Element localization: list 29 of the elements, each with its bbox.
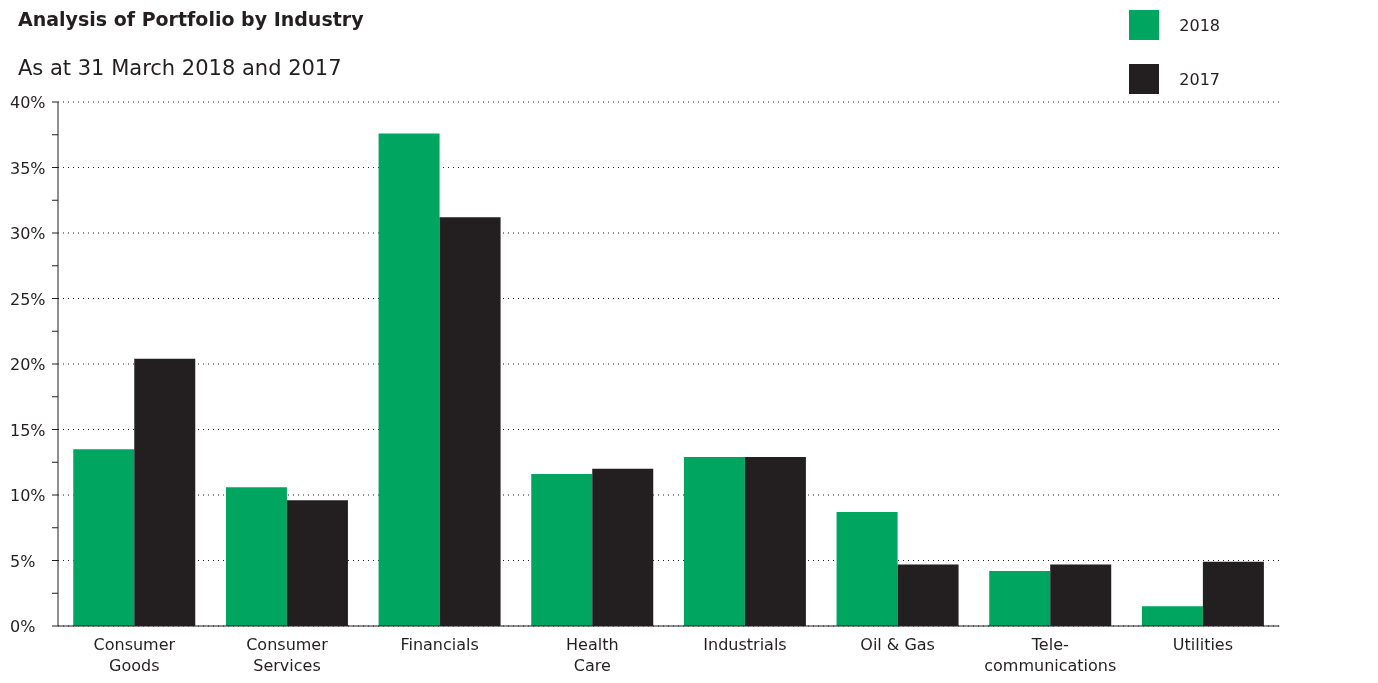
y-tick-label: 40% [10,93,46,112]
y-tick-label: 10% [10,486,46,505]
bar [683,457,745,626]
y-tick-label: 5% [10,551,36,571]
y-tick-label: 25% [10,289,46,309]
x-tick-label: Consumer Goods [93,635,176,675]
y-tick-label: 35% [10,158,46,178]
x-tick-label: Consumer Services [246,635,329,675]
bar [531,474,593,626]
bar [73,449,135,626]
bar [378,133,440,626]
bar [225,487,287,626]
x-tick-label: Tele- communications [984,635,1117,675]
bar [836,512,898,626]
bar [989,570,1051,626]
x-tick-label: Oil & Gas [860,635,935,654]
y-tick-label: 0% [10,617,36,636]
x-tick-label: Utilities [1172,635,1234,654]
legend-label: 2017 [1179,69,1220,89]
x-tick-label: Industrials [703,635,787,654]
y-tick-label: 15% [10,420,46,440]
legend-label: 2018 [1179,15,1220,35]
chart-subtitle: As at 31 March 2018 and 2017 [18,56,342,80]
bar [1141,606,1203,626]
x-tick-label: Health Care [566,635,619,675]
chart-title: Analysis of Portfolio by Industry [18,8,364,30]
y-tick-label: 30% [10,224,46,243]
y-tick-label: 20% [10,355,46,374]
x-tick-label: Financials [400,635,479,654]
